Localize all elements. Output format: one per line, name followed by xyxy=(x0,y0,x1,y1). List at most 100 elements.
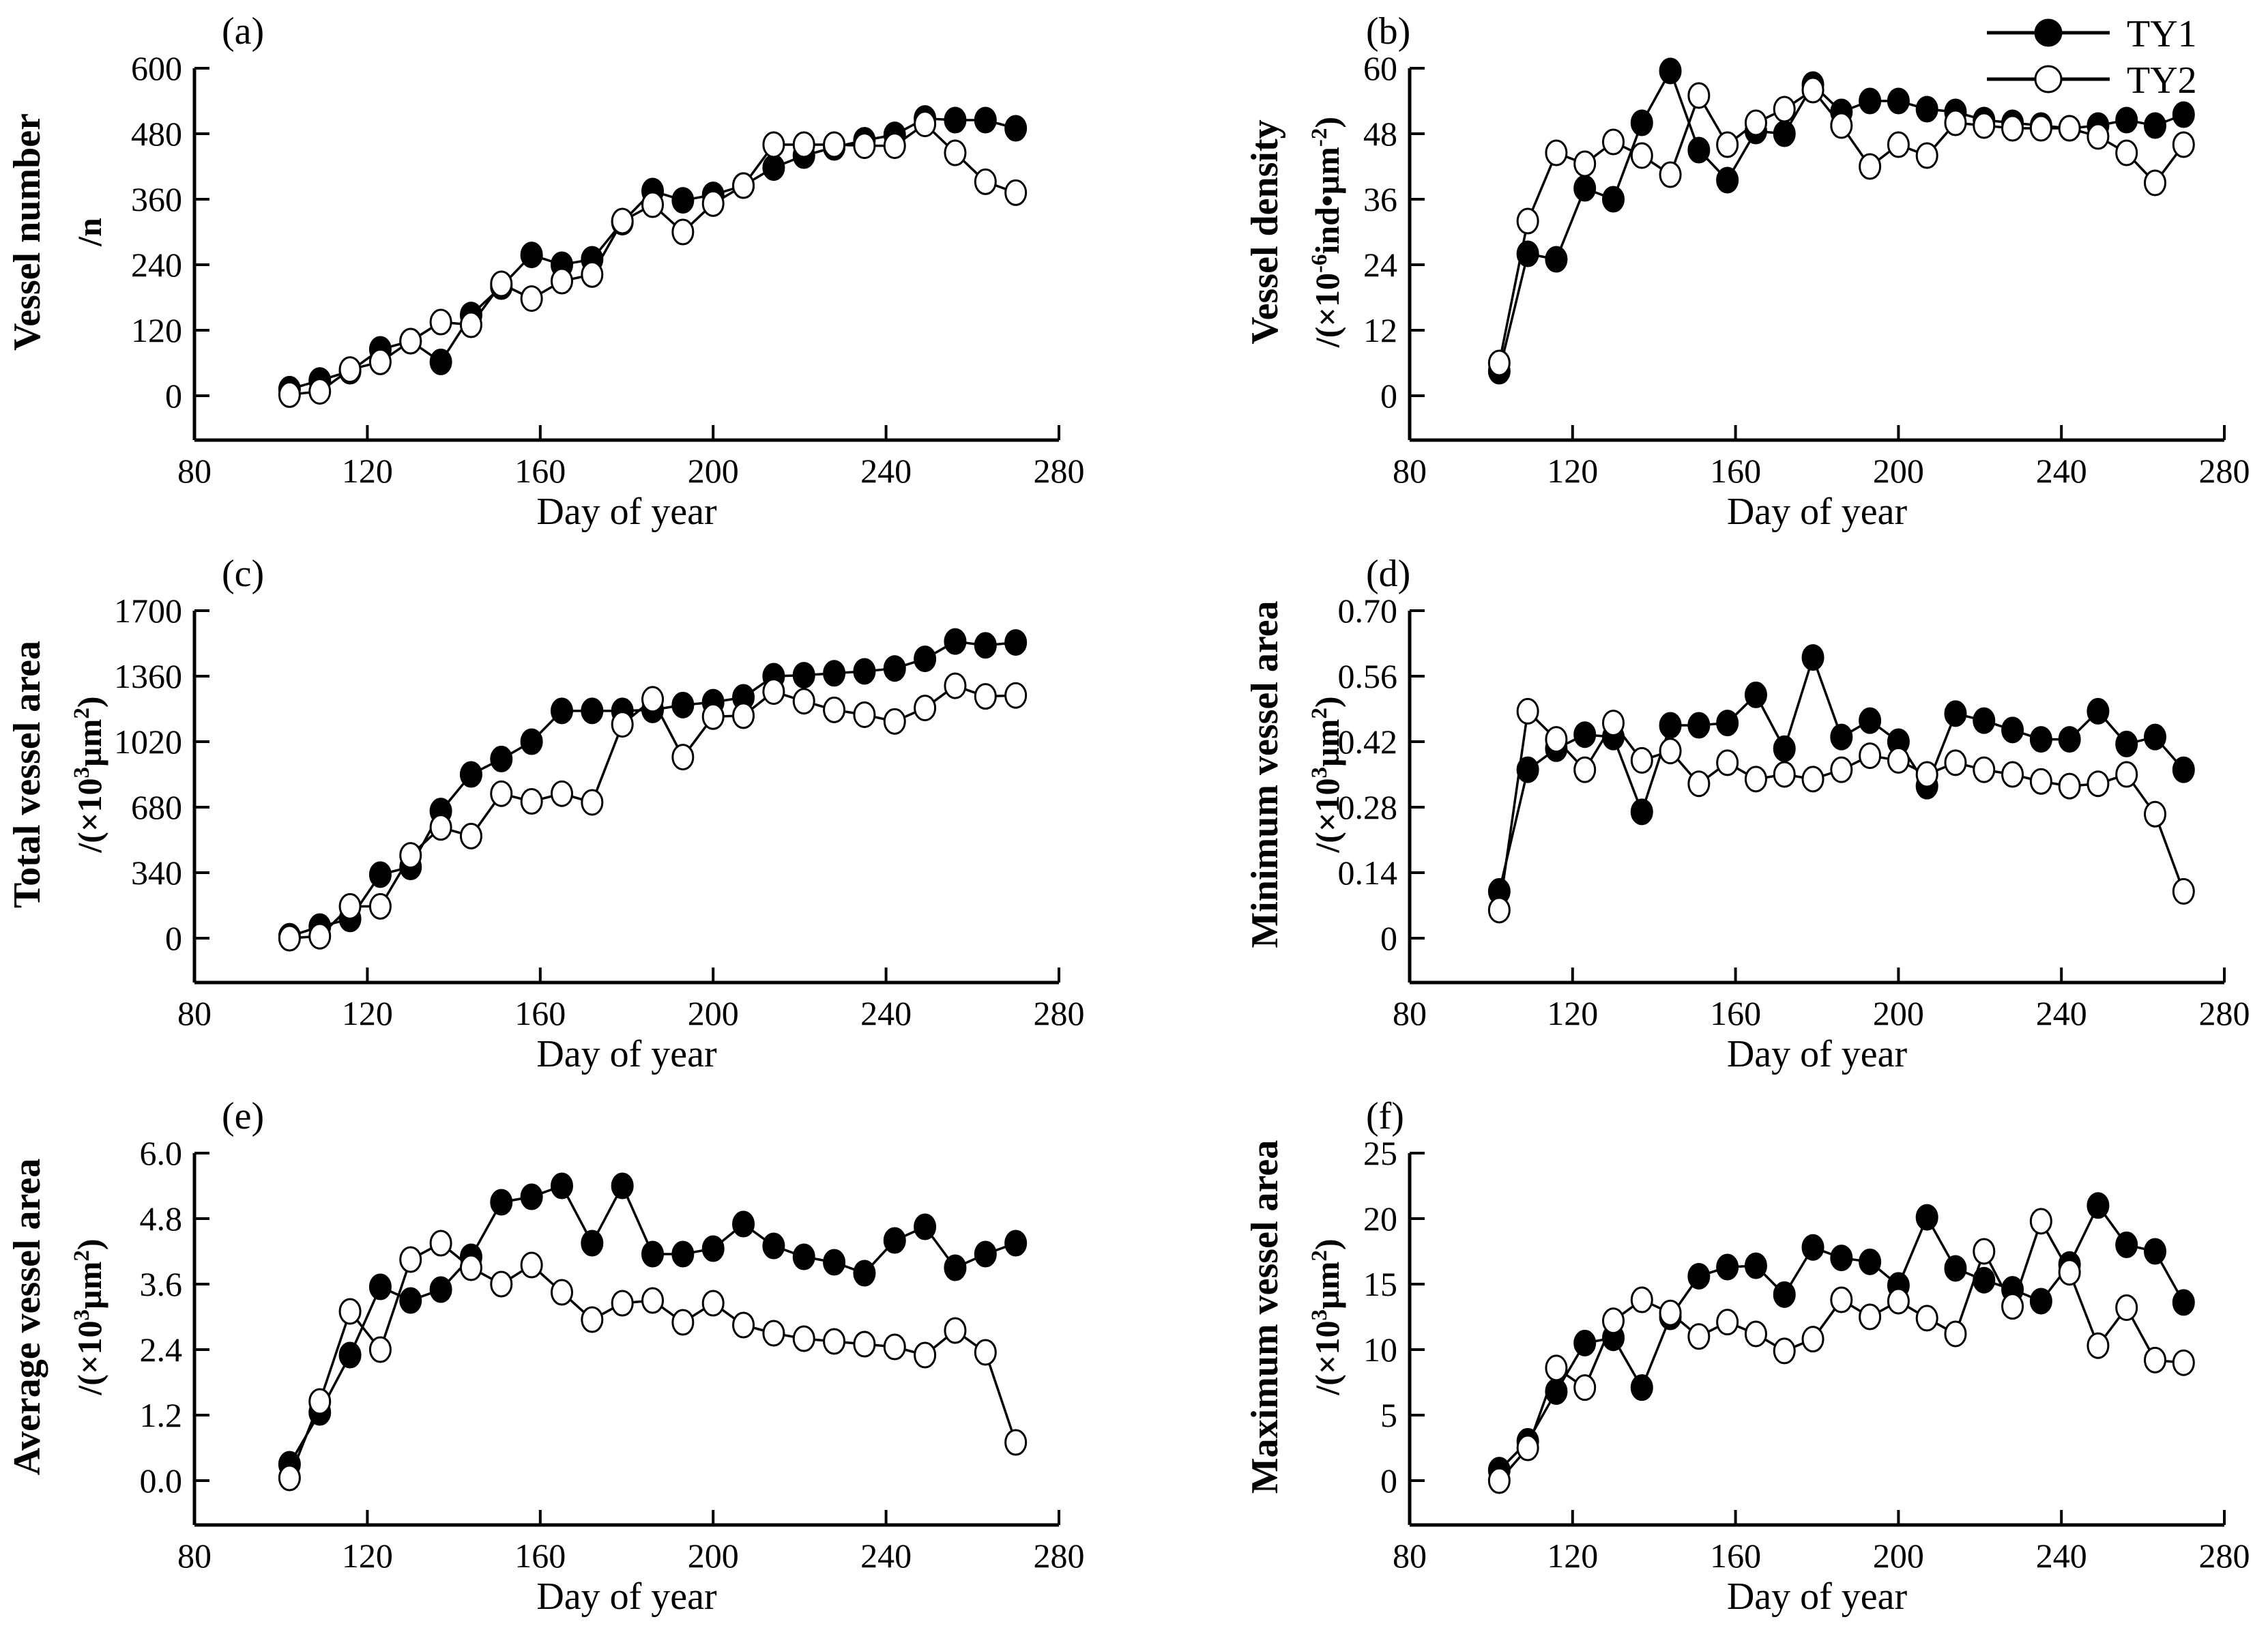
y-tick-label: 3.6 xyxy=(140,1265,183,1303)
series-ty1-marker xyxy=(1004,1230,1028,1257)
y-tick-label: 0.70 xyxy=(1338,592,1398,630)
series-ty2-marker xyxy=(2087,770,2110,798)
series-ty2-marker xyxy=(368,892,392,920)
series-ty2-marker xyxy=(520,285,543,312)
series-ty1-marker xyxy=(792,1243,815,1270)
series-ty2-marker xyxy=(671,1309,695,1336)
series-ty2-marker xyxy=(278,1464,301,1492)
y-tick-label: 0 xyxy=(1380,377,1397,415)
series-ty2-marker xyxy=(611,1290,634,1317)
series-ty2-marker xyxy=(974,1339,997,1366)
series-ty1-marker xyxy=(823,660,846,687)
series-ty2-marker xyxy=(1004,682,1028,709)
series-ty1-marker xyxy=(883,655,906,682)
series-ty2-marker xyxy=(1773,96,1796,123)
series-ty2-marker xyxy=(732,1311,755,1339)
series-ty1-marker xyxy=(2029,1288,2052,1315)
series-ty1-marker xyxy=(792,662,815,689)
series-ty2-marker xyxy=(883,708,906,735)
axes-lines xyxy=(1408,1153,2224,1527)
series-ty2-marker xyxy=(338,1298,362,1325)
series-ty1-marker xyxy=(1573,1329,1597,1356)
y-axis-label-name: Average vessel area xyxy=(6,1159,48,1475)
series-ty2-marker xyxy=(278,381,301,408)
series-ty2-marker xyxy=(701,1290,725,1317)
x-tick-label: 80 xyxy=(1393,994,1427,1032)
series-ty1-marker xyxy=(1687,712,1711,739)
series-ty2-marker xyxy=(308,378,332,405)
series-ty1-marker xyxy=(671,187,695,214)
series-ty1-marker xyxy=(2001,716,2024,744)
series-ty2-marker xyxy=(1687,1323,1711,1350)
series-ty2-marker xyxy=(1602,710,1625,737)
series-ty1-marker xyxy=(368,861,392,888)
x-tick-label: 80 xyxy=(1393,1537,1427,1575)
series-ty2-marker xyxy=(671,218,695,246)
y-tick-label: 25 xyxy=(1363,1134,1397,1172)
x-tick-label: 80 xyxy=(177,994,212,1032)
x-tick-label: 280 xyxy=(1034,1537,1085,1575)
series-ty2-marker xyxy=(581,1306,604,1333)
series-ty2-marker xyxy=(581,261,604,288)
series-ty2-marker xyxy=(823,696,846,723)
series-ty1-marker xyxy=(2172,1289,2195,1316)
series-ty1-marker xyxy=(429,1276,452,1303)
y-tick-label: 0.56 xyxy=(1338,657,1398,695)
x-tick-label: 280 xyxy=(2199,452,2250,490)
x-tick-label: 80 xyxy=(177,1537,212,1575)
series-ty2-marker xyxy=(762,131,785,158)
series-ty2-marker xyxy=(399,1246,422,1273)
series-ty2-marker xyxy=(701,703,725,730)
series-ty2-marker xyxy=(1973,112,1996,139)
x-tick-label: 160 xyxy=(1710,994,1761,1032)
series-ty1-marker xyxy=(2087,697,2110,725)
panel-b-chart: 0 12 24 36 48 60 80 120 160 200 240 280 Day of year (… xyxy=(1134,0,2268,542)
panel-background xyxy=(1134,542,2268,1085)
x-tick-label: 240 xyxy=(2036,1537,2087,1575)
y-tick-label: 2.4 xyxy=(140,1331,183,1369)
series-ty1-marker xyxy=(1915,1204,1938,1231)
x-tick-label: 120 xyxy=(342,452,393,490)
series-ty2-marker xyxy=(1944,749,1967,776)
x-tick-label: 200 xyxy=(1873,1537,1924,1575)
series-ty1-marker xyxy=(2058,726,2081,753)
x-tick-label: 120 xyxy=(1547,994,1598,1032)
series-ty2-marker xyxy=(1687,82,1711,109)
series-ty1-marker xyxy=(1973,707,1996,734)
y-tick-label: 0 xyxy=(165,377,182,415)
legend-filled-circle-icon xyxy=(2034,18,2063,47)
y-tick-label: 0 xyxy=(165,919,182,957)
series-ty1-marker xyxy=(490,745,513,772)
y-tick-label: 15 xyxy=(1363,1265,1397,1303)
series-ty2-marker xyxy=(853,1331,876,1358)
series-ty2-marker xyxy=(1573,1374,1597,1401)
y-axis-label-name: Total vessel area xyxy=(6,641,48,908)
series-ty2-marker xyxy=(429,814,452,841)
series-ty2-marker xyxy=(1659,738,1682,765)
series-ty2-marker xyxy=(2001,1293,2024,1320)
series-ty1-marker xyxy=(1687,136,1711,164)
series-ty1-marker xyxy=(974,632,997,659)
series-ty1-marker xyxy=(2115,106,2138,134)
series-ty2-marker xyxy=(2144,800,2167,828)
series-ty1-marker xyxy=(2087,1192,2110,1219)
series-ty1-marker xyxy=(520,728,543,755)
series-ty2-marker xyxy=(2144,1346,2167,1373)
series-ty2-marker xyxy=(641,1287,665,1314)
series-ty1-marker xyxy=(1801,644,1824,671)
series-ty2-marker xyxy=(308,922,332,950)
series-ty1-marker xyxy=(914,1213,937,1240)
panel-background xyxy=(0,542,1134,1085)
x-tick-label: 160 xyxy=(1710,452,1761,490)
series-ty2-marker xyxy=(1004,179,1028,206)
series-ty2-marker xyxy=(308,1388,332,1415)
series-ty2-marker xyxy=(792,1325,815,1352)
series-ty2-marker xyxy=(1744,1320,1767,1348)
series-ty1-marker xyxy=(1630,798,1653,826)
y-axis-label-units: /(×10-6ind•µm-2) xyxy=(1307,117,1346,348)
series-ty2-marker xyxy=(1602,128,1625,156)
y-tick-label: 360 xyxy=(131,180,182,218)
series-ty1-marker xyxy=(1744,681,1767,708)
series-ty2-marker xyxy=(1716,131,1739,158)
